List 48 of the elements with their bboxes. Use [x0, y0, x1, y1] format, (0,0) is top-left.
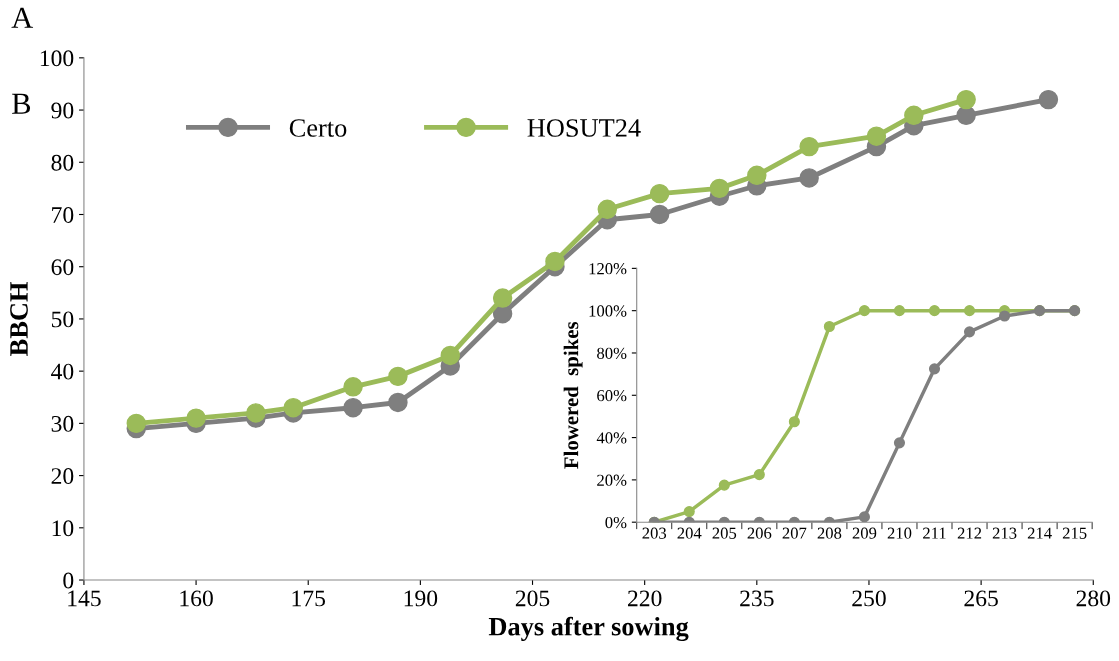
x-tick-label: 213 — [992, 527, 1017, 539]
x-tick-label: 214 — [1027, 527, 1052, 539]
x-tick-label: 206 — [747, 527, 772, 539]
y-tick-label: 70 — [52, 206, 74, 223]
y-tick-label: 0% — [605, 516, 627, 529]
x-tick-label: 212 — [957, 527, 982, 539]
y-tick-label: 100% — [589, 305, 627, 317]
y-tick-label: 0 — [63, 572, 74, 589]
x-tick-label: 211 — [923, 527, 946, 539]
y-tick-label: 20% — [597, 474, 627, 486]
y-tick-label: 60 — [51, 259, 74, 276]
legend-label: Certo — [289, 119, 347, 137]
x-axis-title: Days after sowing — [488, 616, 689, 642]
y-tick-label: 80 — [51, 154, 74, 171]
y-axis-title: Flowered spikes — [563, 321, 583, 469]
x-tick-label: 190 — [404, 590, 438, 607]
x-tick-label: 210 — [887, 527, 912, 539]
y-tick-label: 120% — [589, 263, 627, 275]
y-tick-label: 100 — [40, 50, 74, 67]
y-tick-label: 90 — [51, 102, 74, 119]
x-tick-label: 175 — [292, 590, 326, 607]
x-tick-label: 209 — [852, 527, 877, 539]
y-tick-label: 40% — [596, 432, 627, 444]
y-tick-label: 20 — [51, 468, 74, 485]
x-tick-label: 235 — [740, 590, 774, 607]
x-tick-label: 205 — [712, 527, 737, 539]
y-axis-title: BBCH — [10, 281, 28, 356]
y-tick-label: 40 — [51, 363, 74, 380]
x-tick-label: 207 — [782, 527, 807, 539]
x-tick-label: 250 — [852, 590, 886, 607]
x-tick-label: 215 — [1062, 527, 1087, 539]
y-tick-label: 80% — [597, 347, 627, 359]
x-tick-label: 280 — [1076, 590, 1111, 607]
legend-label: HOSUT24 — [527, 119, 641, 137]
y-tick-label: 10 — [52, 520, 74, 537]
y-tick-label: 50 — [51, 311, 74, 328]
x-tick-label: 204 — [677, 527, 702, 539]
y-tick-label: 30 — [51, 415, 74, 432]
x-tick-label: 145 — [68, 590, 101, 607]
text: A — [11, 7, 34, 28]
x-tick-label: 160 — [180, 590, 213, 607]
text: B — [12, 93, 31, 114]
x-tick-label: 220 — [628, 590, 662, 607]
y-tick-label: 60% — [597, 389, 627, 402]
x-tick-label: 205 — [515, 590, 550, 607]
x-tick-label: 203 — [642, 527, 667, 539]
x-tick-label: 208 — [817, 527, 842, 539]
x-tick-label: 265 — [964, 590, 998, 607]
